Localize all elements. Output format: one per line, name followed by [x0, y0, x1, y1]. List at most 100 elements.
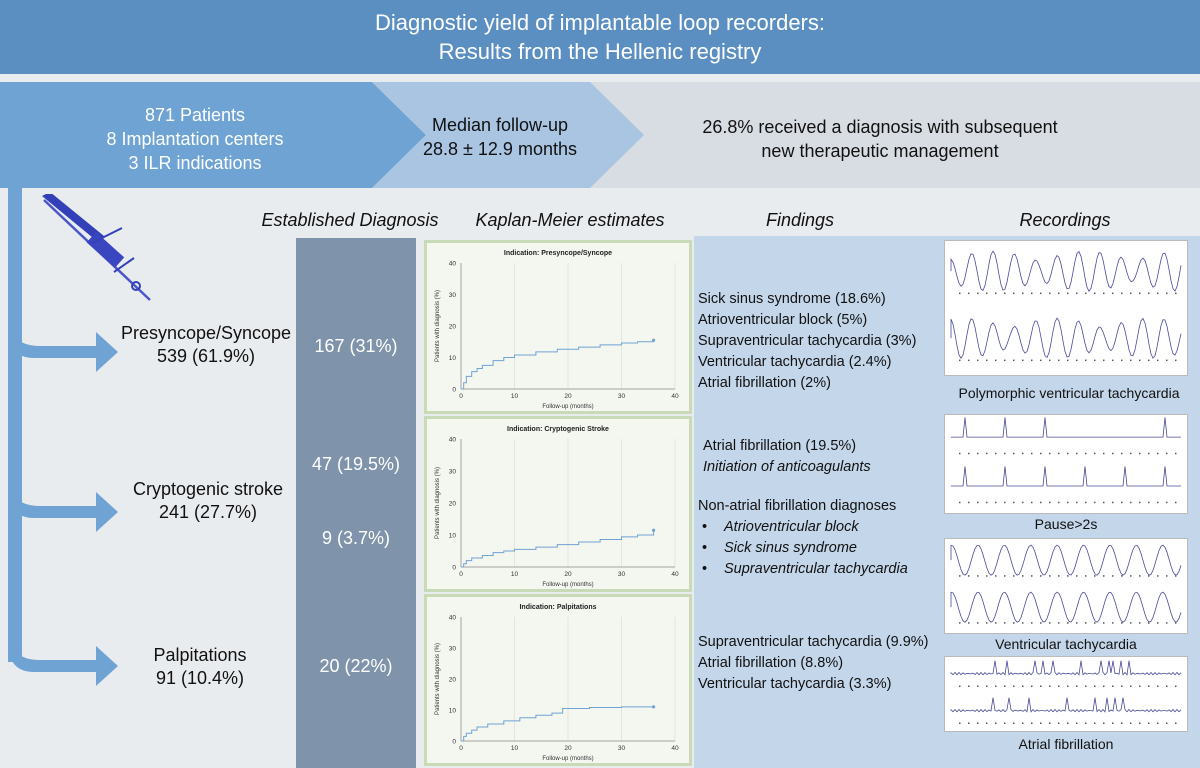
ecg-marker: [1004, 501, 1006, 504]
ecg-trace: [950, 317, 1182, 359]
ecg-marker: [986, 622, 988, 624]
ecg-marker: [1076, 359, 1078, 362]
ecg-marker: [1130, 685, 1132, 687]
ecg-marker: [1157, 501, 1159, 504]
ecg-marker: [1049, 292, 1051, 295]
ecg-marker: [1103, 359, 1105, 362]
ecg-marker: [1157, 292, 1159, 295]
arrow-syncope: [8, 314, 118, 372]
km-plot-palpitations: Indication: Palpitations 0 10 20 30 40 0 10 20 30…: [435, 604, 679, 762]
ecg-marker: [1076, 575, 1078, 577]
ecg-marker: [1130, 501, 1132, 504]
ecg-marker: [1121, 452, 1123, 455]
ecg-marker: [1004, 685, 1006, 687]
header-established-diagnosis: Established Diagnosis: [261, 210, 439, 230]
ecg-marker: [1139, 501, 1141, 504]
ecg-marker: [1067, 685, 1069, 687]
km-xtick: 30: [618, 393, 626, 400]
ecg-marker: [1148, 722, 1150, 724]
km-ytick: 0: [452, 565, 456, 572]
ecg-marker: [1175, 452, 1177, 455]
finding-item: Sick sinus syndrome (18.6%): [698, 291, 886, 307]
header-recordings: Recordings: [1019, 210, 1111, 230]
summary-arrows: [0, 82, 644, 188]
centers-count: 8 Implantation centers: [106, 129, 284, 149]
ecg-marker: [1067, 501, 1069, 504]
ecg-marker: [1166, 452, 1168, 455]
ecg-marker: [1013, 722, 1015, 724]
diagnosis-column: [296, 238, 416, 768]
ecg-marker: [1040, 575, 1042, 577]
arrow-stroke: [8, 474, 118, 532]
ecg-marker: [986, 722, 988, 724]
ecg-marker: [1166, 501, 1168, 504]
km-ytick: 30: [449, 469, 457, 476]
ecg-marker: [1076, 501, 1078, 504]
ecg-marker: [959, 685, 961, 687]
ecg-marker: [1094, 622, 1096, 624]
ecg-marker: [1004, 575, 1006, 577]
ecg-marker: [1022, 575, 1024, 577]
ecg-marker: [1139, 359, 1141, 362]
ecg-marker: [959, 722, 961, 724]
recording-pause: [944, 414, 1188, 514]
km-ytick: 20: [449, 677, 457, 684]
ecg-marker: [1175, 359, 1177, 362]
diagnosis-palpitations: 20 (22%): [319, 656, 393, 676]
km-xtick: 10: [511, 571, 519, 578]
km-ylabel: Patients with diagnosis (%): [435, 290, 441, 362]
ecg-marker: [968, 292, 970, 295]
ecg-marker: [1121, 575, 1123, 577]
ecg-marker: [1031, 722, 1033, 724]
diagnosis-stroke-non-af: 9 (3.7%): [321, 528, 391, 548]
findings-syncope: Sick sinus syndrome (18.6%) Atrioventric…: [698, 289, 938, 394]
km-ytick: 10: [449, 708, 457, 715]
ecg-marker: [1031, 292, 1033, 295]
ecg-marker: [1058, 501, 1060, 504]
ecg-marker: [1121, 359, 1123, 362]
diagnosis-stroke-af: 47 (19.5%): [311, 454, 401, 474]
ecg-marker: [1049, 575, 1051, 577]
ecg-marker: [1121, 622, 1123, 624]
ecg-marker: [1148, 575, 1150, 577]
km-ytick: 10: [449, 355, 457, 362]
indication-name: Palpitations: [153, 645, 247, 665]
ecg-marker: [1067, 452, 1069, 455]
ecg-marker: [968, 452, 970, 455]
ecg-marker: [1130, 452, 1132, 455]
ecg-marker: [1130, 722, 1132, 724]
indication-name: Presyncope/Syncope: [120, 323, 292, 343]
finding-item: Supraventricular tachycardia (9.9%): [698, 634, 929, 650]
followup-block: Median follow-up 28.8 ± 12.9 months: [400, 113, 600, 161]
ecg-marker: [1013, 292, 1015, 295]
diagnosis-line-2: new therapeutic management: [761, 141, 999, 161]
ecg-marker: [1175, 501, 1177, 504]
ecg-marker: [986, 685, 988, 687]
ecg-marker: [959, 359, 961, 362]
km-xtick: 30: [618, 745, 626, 752]
ecg-marker: [1103, 685, 1105, 687]
ecg-marker: [1139, 685, 1141, 687]
ecg-marker: [1148, 452, 1150, 455]
ecg-marker: [1094, 292, 1096, 295]
arrow-palpitations: [8, 628, 118, 686]
ecg-marker: [959, 452, 961, 455]
ecg-marker: [1040, 292, 1042, 295]
finding-non-af-item: Supraventricular tachycardia: [698, 559, 938, 580]
km-xlabel: Follow-up (months): [542, 756, 593, 762]
ecg-marker: [1094, 359, 1096, 362]
ecg-marker: [1013, 575, 1015, 577]
ecg-marker: [1148, 685, 1150, 687]
indications-count: 3 ILR indications: [128, 153, 262, 173]
ecg-marker: [1022, 722, 1024, 724]
ecg-marker: [1031, 452, 1033, 455]
ecg-marker: [995, 622, 997, 624]
ecg-marker: [1157, 622, 1159, 624]
ecg-marker: [995, 575, 997, 577]
ecg-marker: [1148, 622, 1150, 624]
findings-palpitations: Supraventricular tachycardia (9.9%) Atri…: [698, 632, 938, 695]
ecg-trace: [950, 697, 1182, 713]
km-ytick: 40: [449, 261, 457, 268]
ecg-marker: [1103, 452, 1105, 455]
ecg-marker: [1067, 622, 1069, 624]
